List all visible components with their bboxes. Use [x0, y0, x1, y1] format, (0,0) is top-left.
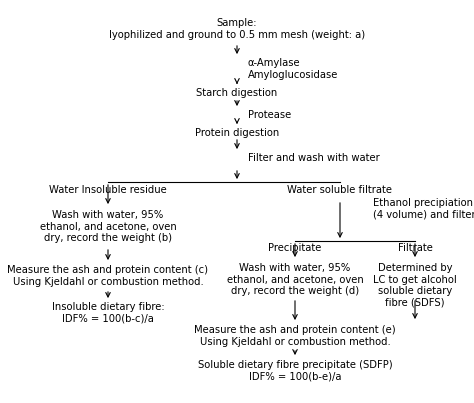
- Text: Insoluble dietary fibre:
IDF% = 100(b-c)/a: Insoluble dietary fibre: IDF% = 100(b-c)…: [52, 302, 164, 324]
- Text: Protease: Protease: [248, 110, 291, 120]
- Text: Soluble dietary fibre precipitate (SDFP)
IDF% = 100(b-e)/a: Soluble dietary fibre precipitate (SDFP)…: [198, 360, 392, 382]
- Text: Wash with water, 95%
ethanol, and acetone, oven
dry, record the weight (d): Wash with water, 95% ethanol, and aceton…: [227, 263, 364, 296]
- Text: Measure the ash and protein content (c)
Using Kjeldahl or combustion method.: Measure the ash and protein content (c) …: [8, 265, 209, 287]
- Text: Filter and wash with water: Filter and wash with water: [248, 153, 380, 163]
- Text: Water soluble filtrate: Water soluble filtrate: [288, 185, 392, 195]
- Text: Precipitate: Precipitate: [268, 243, 322, 253]
- Text: Starch digestion: Starch digestion: [196, 88, 278, 98]
- Text: α-Amylase
Amyloglucosidase: α-Amylase Amyloglucosidase: [248, 58, 338, 80]
- Text: Water Insoluble residue: Water Insoluble residue: [49, 185, 167, 195]
- Text: Determined by
LC to get alcohol
soluble dietary
fibre (SDFS): Determined by LC to get alcohol soluble …: [373, 263, 457, 308]
- Text: Protein digestion: Protein digestion: [195, 128, 279, 138]
- Text: Filtrate: Filtrate: [398, 243, 432, 253]
- Text: Wash with water, 95%
ethanol, and acetone, oven
dry, record the weight (b): Wash with water, 95% ethanol, and aceton…: [40, 210, 176, 243]
- Text: Ethanol precipiation
(4 volume) and filter: Ethanol precipiation (4 volume) and filt…: [373, 198, 474, 220]
- Text: Measure the ash and protein content (e)
Using Kjeldahl or combustion method.: Measure the ash and protein content (e) …: [194, 325, 396, 347]
- Text: Sample:
lyophilized and ground to 0.5 mm mesh (weight: a): Sample: lyophilized and ground to 0.5 mm…: [109, 18, 365, 39]
